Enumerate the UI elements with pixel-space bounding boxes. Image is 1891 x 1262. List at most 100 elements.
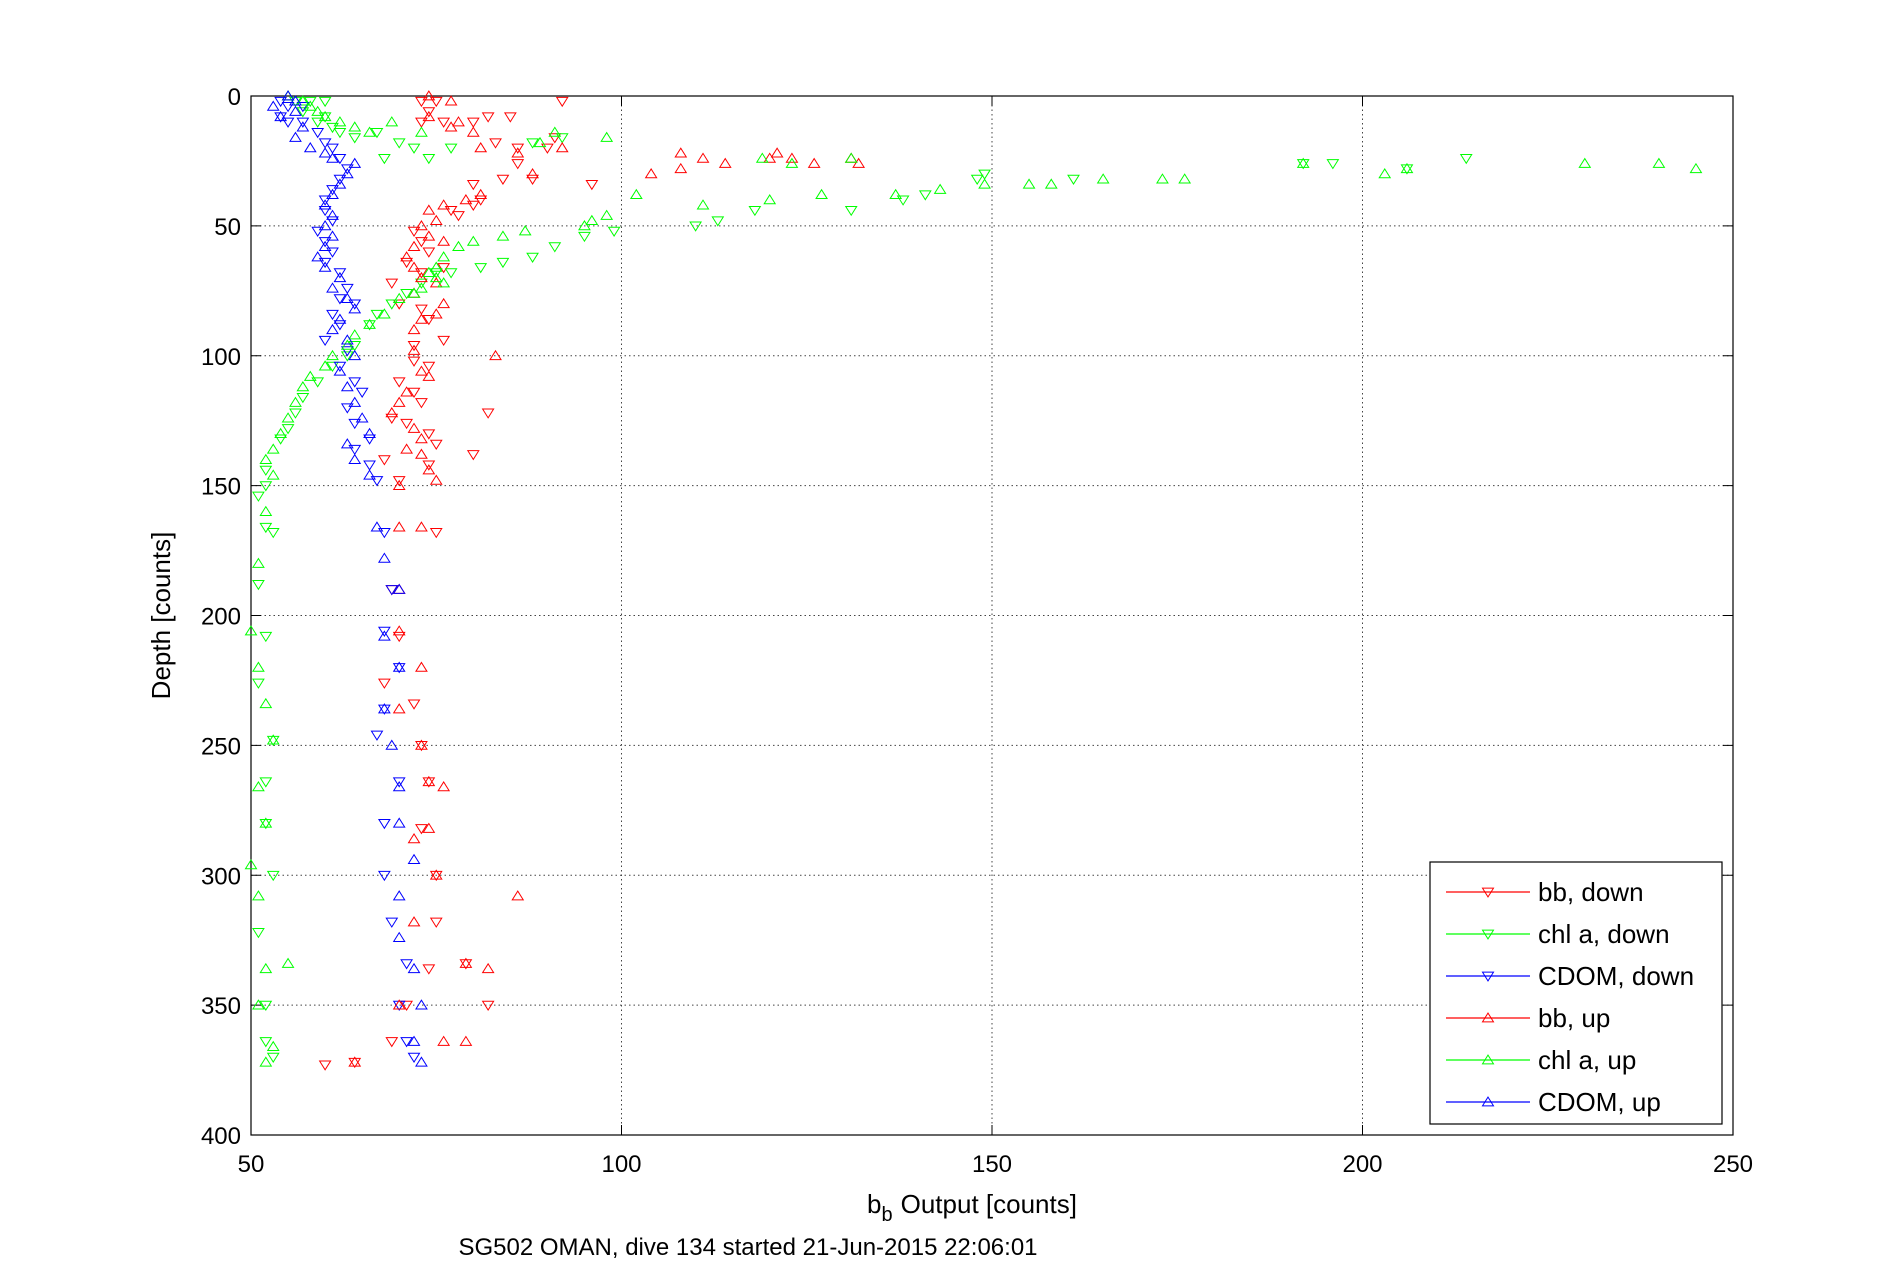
data-point	[629, 188, 643, 200]
data-point	[348, 377, 362, 388]
data-point	[289, 96, 302, 108]
data-point	[415, 219, 428, 231]
data-point	[318, 199, 332, 210]
data-point	[333, 153, 347, 165]
data-point	[933, 183, 947, 194]
data-point	[415, 661, 428, 672]
figure-caption: SG502 OMAN, dive 134 started 21-Jun-2015…	[458, 1234, 1037, 1261]
data-point	[1652, 157, 1666, 168]
data-point	[348, 299, 362, 310]
x-tick-label: 50	[238, 1151, 265, 1178]
data-point	[763, 194, 777, 205]
data-point	[415, 432, 428, 444]
data-point	[363, 318, 376, 329]
data-point	[296, 107, 310, 118]
data-point	[1578, 157, 1592, 168]
data-point	[407, 422, 421, 433]
data-point	[585, 214, 599, 226]
data-point	[333, 268, 347, 279]
data-point	[429, 528, 443, 539]
data-point	[385, 917, 399, 928]
data-point	[318, 219, 332, 231]
data-point	[392, 999, 406, 1010]
data-point	[318, 195, 332, 206]
data-point	[340, 403, 354, 414]
data-point	[415, 741, 428, 752]
data-point	[392, 396, 406, 407]
data-point	[326, 361, 339, 373]
data-point	[348, 157, 362, 168]
data-point	[970, 174, 984, 186]
data-point	[385, 413, 399, 424]
data-point	[348, 1056, 362, 1067]
legend-marker	[1481, 971, 1495, 982]
data-point	[377, 704, 391, 715]
data-point	[303, 96, 317, 108]
data-point	[266, 1052, 280, 1063]
data-point	[266, 1040, 280, 1052]
data-point	[326, 323, 339, 335]
data-point	[407, 323, 421, 335]
data-point	[1459, 153, 1473, 165]
data-point	[400, 1037, 414, 1048]
data-point	[252, 491, 265, 502]
data-point	[377, 552, 391, 563]
x-axis-label-symbol: b	[867, 1189, 881, 1219]
x-axis-label-subscript: b	[882, 1204, 893, 1226]
data-point	[333, 116, 347, 127]
data-point	[296, 121, 310, 132]
data-point	[311, 128, 325, 139]
x-tick-label: 200	[1342, 1151, 1382, 1178]
data-point	[392, 138, 406, 149]
y-tick-label: 400	[201, 1123, 241, 1150]
data-point	[889, 188, 903, 200]
data-point	[763, 152, 777, 163]
data-point	[266, 443, 280, 454]
data-point	[392, 292, 406, 303]
y-tick-label: 50	[214, 214, 241, 241]
legend-marker	[1481, 929, 1495, 940]
data-point	[266, 528, 280, 539]
data-point	[400, 443, 414, 454]
data-point	[718, 157, 732, 168]
data-points	[244, 90, 1703, 1071]
data-point	[422, 107, 436, 118]
data-point	[407, 699, 421, 710]
data-point	[296, 102, 310, 113]
data-point	[318, 112, 332, 123]
data-point	[281, 957, 295, 968]
data-point	[415, 448, 428, 459]
data-point	[748, 205, 762, 217]
legend-label: CDOM, down	[1538, 961, 1694, 991]
data-point	[392, 663, 406, 674]
data-point	[340, 283, 354, 295]
data-point	[348, 418, 362, 430]
data-point	[466, 200, 480, 211]
data-point	[407, 240, 421, 252]
data-point	[377, 678, 391, 689]
data-point	[978, 178, 991, 189]
data-point	[555, 142, 569, 153]
data-point	[429, 261, 443, 272]
x-axis-label-text: Output [counts]	[901, 1189, 1077, 1219]
data-point	[578, 219, 591, 231]
data-point	[392, 521, 406, 532]
data-point	[1096, 173, 1110, 184]
data-point	[348, 329, 362, 340]
data-point	[318, 1060, 332, 1071]
data-point	[422, 964, 436, 975]
data-point	[252, 678, 265, 689]
data-point	[400, 959, 414, 970]
data-point	[252, 579, 265, 591]
data-point	[303, 370, 317, 381]
legend-box	[1429, 861, 1723, 1125]
data-point	[377, 455, 391, 466]
data-point	[896, 195, 910, 206]
data-point	[674, 162, 688, 174]
data-point	[259, 505, 273, 516]
data-point	[326, 143, 339, 154]
data-point	[326, 122, 339, 134]
data-point	[311, 377, 325, 388]
data-point	[385, 299, 399, 310]
data-point	[600, 209, 614, 220]
